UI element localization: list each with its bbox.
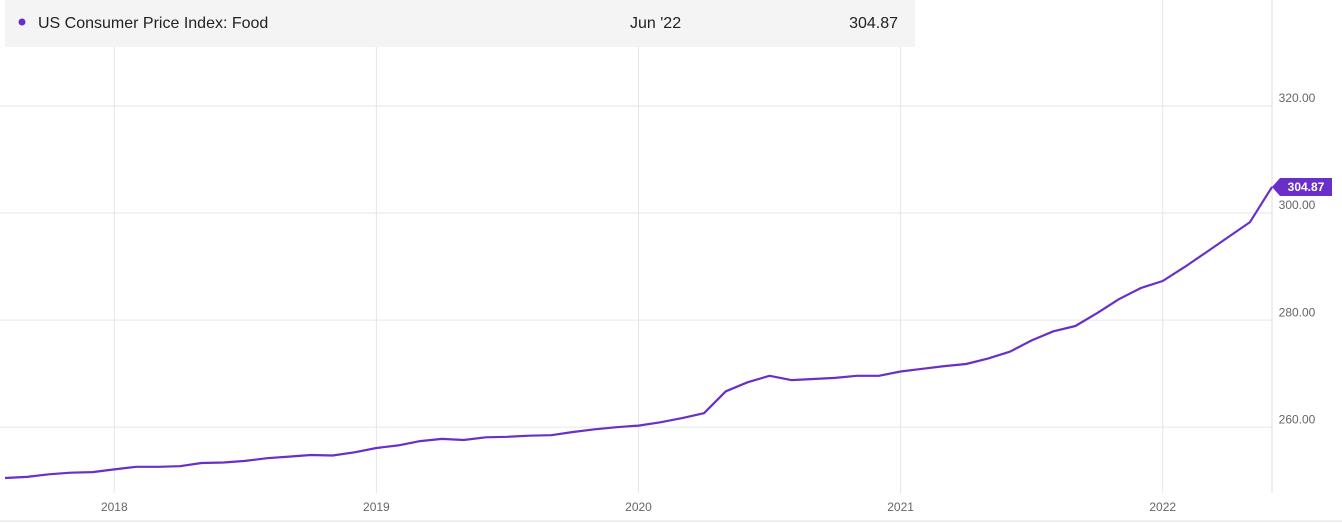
header-box	[5, 0, 915, 47]
y-tick-label: 280.00	[1279, 305, 1316, 319]
x-tick-label: 2021	[887, 500, 914, 514]
line	[4, 186, 1273, 480]
last-value-badge	[1272, 177, 1332, 196]
y-tick-label: 300.00	[1279, 198, 1316, 212]
legend-dot	[18, 18, 26, 26]
legend-label: US Consumer Price Index: Food	[38, 15, 268, 32]
header-date: Jun '22	[630, 15, 681, 32]
x-tick-label: 2018	[101, 500, 128, 514]
grid	[0, 0, 1272, 493]
x-tick-label: 2022	[1149, 500, 1176, 514]
y-tick-label: 260.00	[1279, 412, 1316, 426]
y-tick-label: 320.00	[1279, 91, 1316, 105]
x-tick-label: 2020	[625, 500, 652, 514]
x-tick-label: 2019	[363, 500, 390, 514]
header-value: 304.87	[849, 15, 898, 32]
last-value-label: 304.87	[1288, 180, 1325, 194]
